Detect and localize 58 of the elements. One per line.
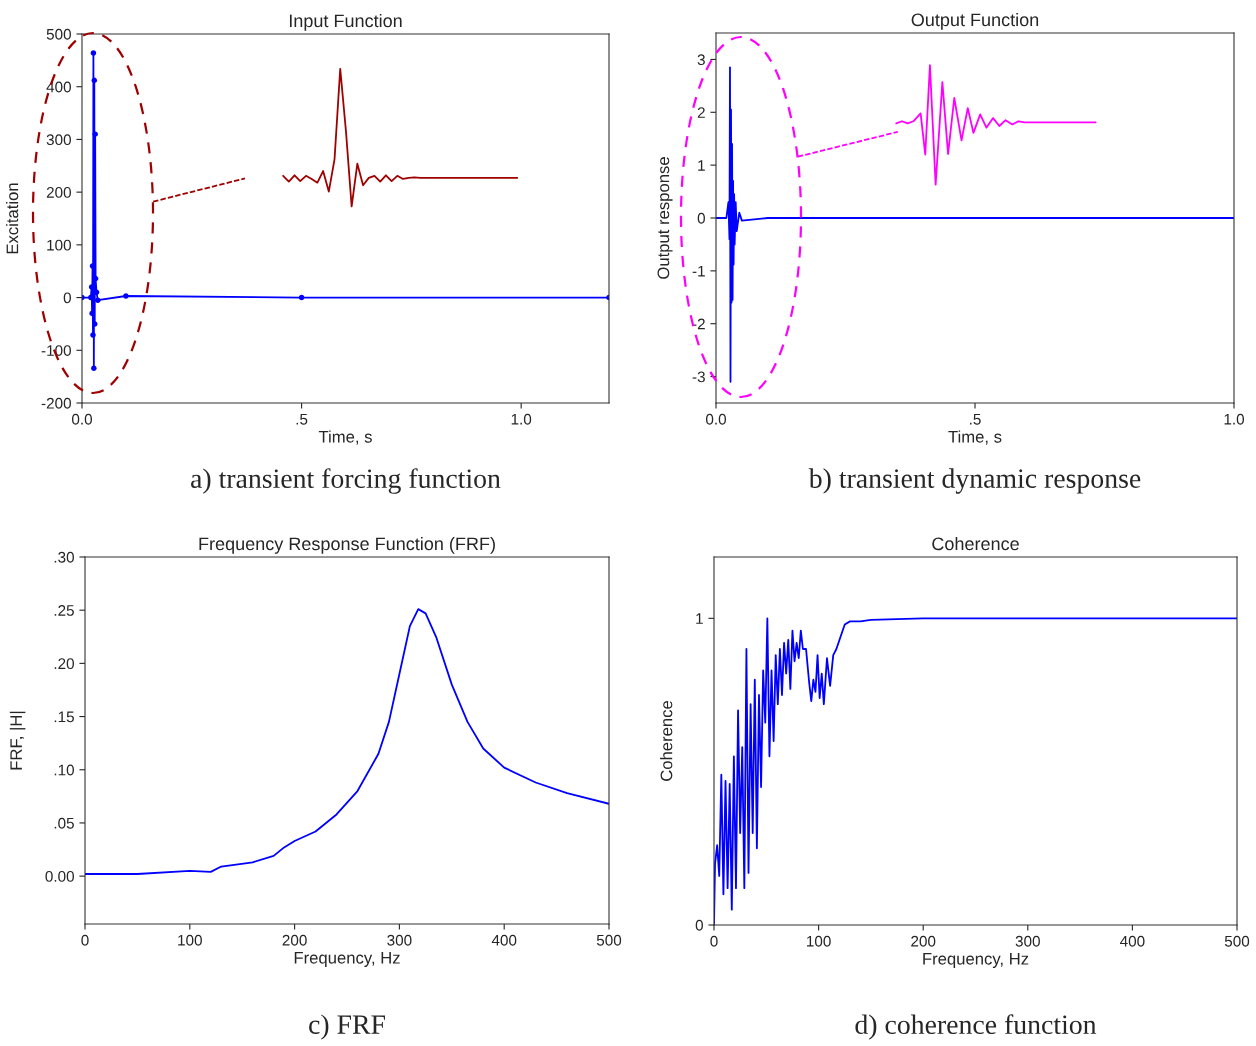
x-tick-label: 1.0 (511, 413, 532, 425)
text: a) transient forcing function (191, 468, 501, 494)
x-tick-label: 200 (282, 934, 307, 946)
y-tick-label: .15 (54, 711, 74, 723)
x-tick-label: 300 (387, 934, 412, 946)
y-tick-label: 0 (697, 212, 705, 224)
x-tick-label: 200 (911, 935, 936, 947)
y-axis-title: FRF, |H| (9, 711, 26, 770)
y-tick-label: 2 (697, 107, 705, 118)
x-tick-label: 0 (710, 935, 718, 947)
x-tick-label: 0 (81, 934, 89, 946)
x-tick-label: 0.0 (705, 413, 727, 425)
x-tick-label: 400 (1120, 935, 1145, 947)
x-axis-title: Time, s (318, 430, 372, 445)
y-axis-title: Coherence (660, 700, 673, 781)
x-tick-label: 500 (596, 934, 622, 946)
y-tick-label: 0 (695, 919, 703, 931)
x-tick-label: 400 (491, 934, 517, 946)
y-tick-label: -1 (692, 265, 705, 277)
y-tick-label: .20 (54, 658, 74, 670)
x-tick-label: 100 (178, 934, 202, 946)
y-tick-label: 1 (698, 160, 705, 171)
x-tick-label: .5 (296, 413, 308, 425)
chart-title: Input Function (289, 13, 402, 31)
x-tick-label: 500 (1224, 935, 1250, 947)
text: d) coherence function (855, 1014, 1097, 1040)
y-tick-label: -100 (41, 345, 71, 356)
y-tick-label: 200 (46, 187, 71, 198)
y-tick-label: 1 (696, 613, 703, 624)
text: c) FRF (309, 1014, 385, 1040)
x-axis-title: Frequency, Hz (923, 953, 1029, 968)
y-tick-label: .10 (54, 764, 74, 776)
y-tick-label: 300 (46, 134, 71, 146)
x-tick-label: 0.0 (71, 413, 93, 425)
x-tick-label: 1.0 (1224, 413, 1245, 425)
y-axis-title: Excitation (6, 183, 19, 254)
chart-title: Output Function (911, 12, 1039, 30)
x-tick-label: 100 (807, 935, 831, 947)
y-tick-label: 3 (697, 54, 705, 66)
chart-title: Coherence (932, 536, 1019, 551)
y-tick-label: -2 (692, 318, 705, 330)
y-tick-label: 400 (46, 81, 71, 93)
text: b) transient dynamic response (808, 468, 1141, 494)
chart-title: Frequency Response Function (FRF) (199, 536, 495, 554)
y-tick-label: -3 (692, 371, 705, 383)
y-tick-label: 0 (63, 292, 71, 304)
x-axis-title: Time, s (948, 430, 1002, 445)
y-tick-label: .30 (54, 551, 74, 563)
x-tick-label: .5 (970, 413, 981, 425)
y-tick-label: 100 (47, 239, 71, 251)
y-tick-label: -200 (41, 397, 71, 409)
x-tick-label: 300 (1015, 935, 1040, 947)
x-axis-title: Frequency, Hz (294, 952, 400, 967)
y-axis-title: Output response (657, 157, 673, 279)
y-tick-label: 500 (46, 28, 71, 40)
y-tick-label: 0.00 (45, 871, 74, 882)
y-tick-label: .05 (54, 817, 74, 829)
y-tick-label: .25 (54, 605, 74, 616)
